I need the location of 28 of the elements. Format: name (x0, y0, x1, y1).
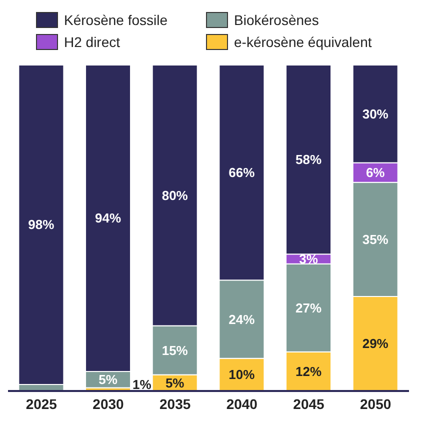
data-label: 5% (165, 375, 185, 390)
data-label: 12% (296, 364, 322, 379)
data-label: 15% (162, 342, 188, 358)
data-label: 30% (362, 106, 389, 122)
data-label: 66% (228, 165, 256, 180)
data-label: 35% (362, 232, 389, 247)
data-label: 94% (95, 210, 122, 226)
legend-label: Biokérosènes (234, 12, 319, 28)
x-tick-label: 2030 (92, 396, 124, 412)
text: Kérosène fossile (64, 12, 168, 28)
x-tick-label: 2050 (360, 396, 392, 412)
x-tick-label: 2040 (226, 396, 258, 412)
data-label: 80% (162, 188, 188, 203)
data-label: 6% (366, 165, 386, 180)
data-label: 98% (28, 217, 55, 232)
legend-label: e-kérosène équivalent (234, 34, 372, 50)
data-label: 5% (98, 372, 118, 388)
data-label: 3% (299, 251, 318, 266)
x-tick-label: 2035 (160, 396, 191, 412)
data-label: 29% (362, 336, 389, 352)
data-label: 27% (296, 300, 322, 316)
data-label: 1% (132, 377, 152, 392)
x-tick-label: 2025 (26, 396, 58, 412)
data-label: 24% (228, 312, 256, 327)
x-tick-label: 2045 (293, 396, 325, 412)
data-label: 10% (228, 367, 256, 382)
legend-label: H2 direct (64, 34, 120, 50)
data-label: 58% (296, 152, 322, 168)
